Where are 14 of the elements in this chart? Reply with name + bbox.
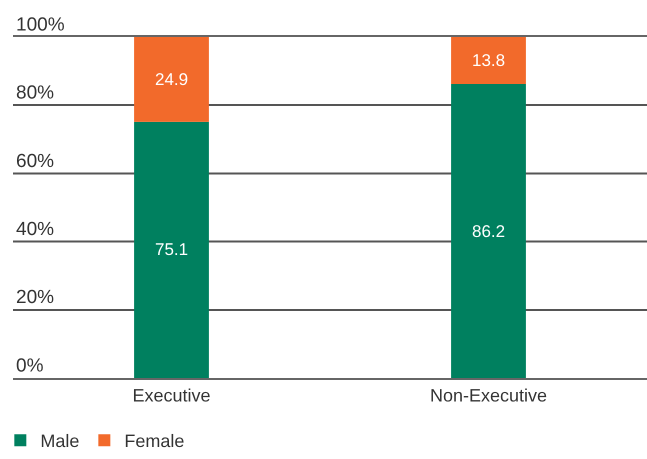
data-label: 86.2 bbox=[472, 222, 506, 241]
y-tick-label: 60% bbox=[16, 150, 54, 172]
y-tick-label: 100% bbox=[16, 14, 65, 36]
data-label: 24.9 bbox=[155, 70, 188, 89]
y-tick-label: 80% bbox=[16, 82, 54, 104]
y-tick-label: 40% bbox=[16, 218, 54, 240]
legend-label: Female bbox=[124, 431, 184, 452]
data-label: 75.1 bbox=[155, 240, 188, 259]
x-tick-label: Non-Executive bbox=[430, 385, 548, 406]
legend-label: Male bbox=[40, 431, 80, 452]
y-tick-label: 20% bbox=[16, 287, 54, 308]
x-tick-label: Executive bbox=[132, 385, 211, 406]
y-tick-label: 0% bbox=[16, 355, 44, 376]
data-label: 13.8 bbox=[472, 51, 506, 70]
